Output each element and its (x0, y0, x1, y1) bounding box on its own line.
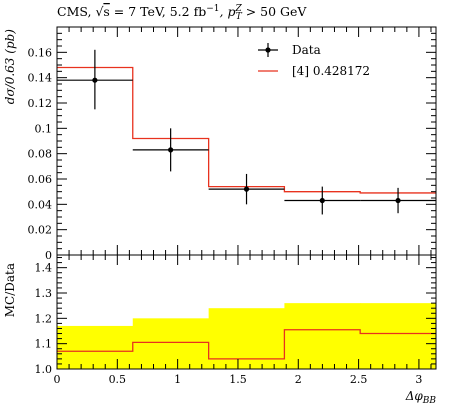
data-point-group (57, 49, 133, 110)
data-point-group (284, 186, 361, 215)
legend-data-marker (265, 47, 271, 53)
data-point-group (208, 173, 285, 205)
ratio-y-axis: 1.0 1.1 1.2 1.3 1.4 (35, 257, 436, 376)
x-tick-label: 0 (54, 373, 61, 386)
data-point (395, 197, 401, 204)
ratio-panel: 1.0 1.1 1.2 1.3 1.4 0 0.5 1 1.5 2 2.5 3 MC/Data Δφ… (3, 254, 437, 406)
title-sqrt: √ (95, 4, 103, 19)
data-point (92, 77, 98, 83)
x-tick-label: 2.5 (350, 373, 368, 386)
ratio-y-tick-label: 1.0 (35, 363, 53, 376)
legend-data-label: Data (292, 43, 321, 57)
title-cut-subscript: T (236, 12, 243, 22)
ratio-y-tick-label: 1.2 (35, 312, 53, 325)
ratio-y-axis-title: MC/Data (3, 263, 17, 317)
main-y-tick-label: 0.06 (28, 173, 53, 186)
x-axis-title-main: Δφ (405, 389, 424, 403)
ratio-plot-area (57, 303, 437, 369)
ratio-mc-line (57, 329, 436, 360)
main-y-tick-label: 0.04 (28, 198, 53, 211)
main-panel: 0 0.02 0.04 0.06 0.08 0.1 0.12 0.14 0.16 dσ/0.63… (3, 26, 437, 262)
legend: Data [4] 0.428172 (258, 43, 370, 78)
x-tick-label: 1 (174, 373, 181, 386)
title-s: s (103, 4, 109, 19)
ratio-uncertainty-band (284, 303, 361, 369)
ratio-y-tick-label: 1.4 (35, 262, 53, 275)
main-y-tick-label: 0.02 (28, 224, 53, 237)
data-point (243, 186, 250, 192)
ratio-uncertainty-band (208, 308, 285, 369)
title-energy: = 7 TeV, 5.2 fb (110, 4, 206, 19)
main-y-tick-label: 0.16 (28, 46, 53, 59)
x-axis-title: ΔφBB (405, 389, 437, 406)
main-y-tick-label: 0.1 (35, 122, 53, 135)
main-y-tick-label: 0.08 (28, 148, 53, 161)
title-cut-suffix: > 50 GeV (242, 4, 308, 19)
data-point (168, 147, 174, 153)
title-cut-prefix: , p (220, 4, 236, 19)
main-y-tick-label: 0.12 (28, 97, 53, 110)
main-x-ticks (56, 27, 432, 255)
ratio-y-tick-label: 1.3 (35, 287, 53, 300)
x-tick-label: 3 (415, 373, 422, 386)
data-point-group (132, 128, 209, 172)
title-cut-superscript: Z (234, 4, 242, 14)
ratio-panel-frame (56, 254, 437, 370)
main-y-tick-label: 0 (45, 249, 52, 262)
title-prefix: CMS, (57, 4, 95, 19)
main-plot-area (57, 49, 436, 215)
x-tick-label: 1.5 (229, 373, 247, 386)
x-axis: 0 0.5 1 1.5 2 2.5 3 (54, 255, 432, 386)
data-point (319, 197, 325, 204)
data-point-group (360, 187, 436, 214)
legend-mc-label: [4] 0.428172 (292, 64, 370, 78)
main-y-axis-title: dσ/0.63 (pb) (3, 29, 17, 104)
ratio-y-tick-label: 1.1 (35, 338, 53, 351)
ratio-uncertainty-band (360, 303, 437, 369)
main-y-tick-label: 0.14 (28, 72, 53, 85)
figure-title: CMS, √s = 7 TeV, 5.2 fb−1, pZ T > 50 GeV (57, 4, 307, 22)
ratio-uncertainty-band (57, 325, 134, 369)
main-panel-frame (56, 26, 437, 256)
ratio-uncertainty-band (132, 318, 210, 369)
title-lumi-exponent: −1 (206, 4, 219, 14)
x-axis-title-sub: BB (422, 396, 437, 406)
x-tick-label: 2 (295, 373, 302, 386)
x-tick-label: 0.5 (109, 373, 127, 386)
